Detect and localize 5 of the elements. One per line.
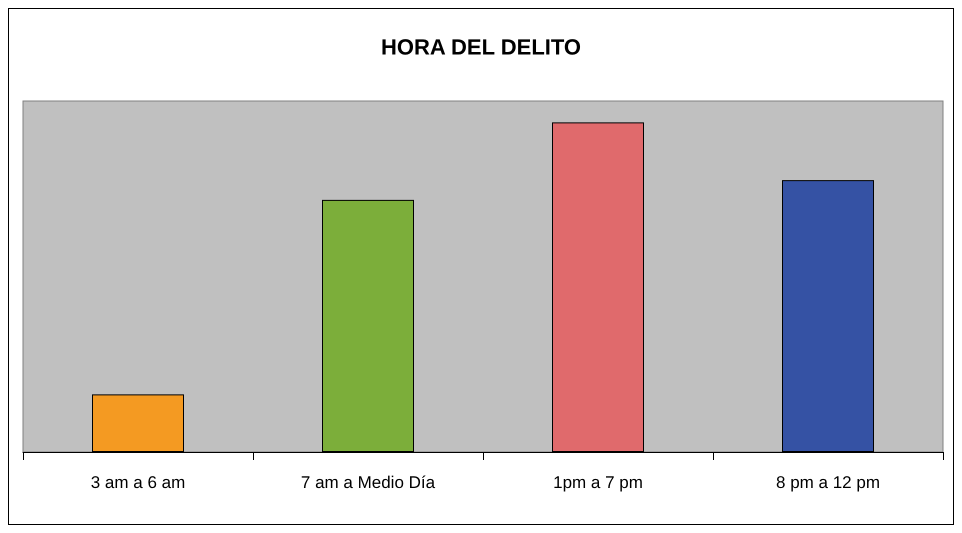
x-tick-label: 8 pm a 12 pm	[776, 473, 880, 492]
x-tick-label: 3 am a 6 am	[90, 473, 186, 492]
x-tick-label: 1pm a 7 pm	[553, 473, 643, 492]
chart-title: HORA DEL DELITO	[380, 34, 582, 60]
x-tick-label: 7 am a Medio Día	[300, 473, 436, 492]
